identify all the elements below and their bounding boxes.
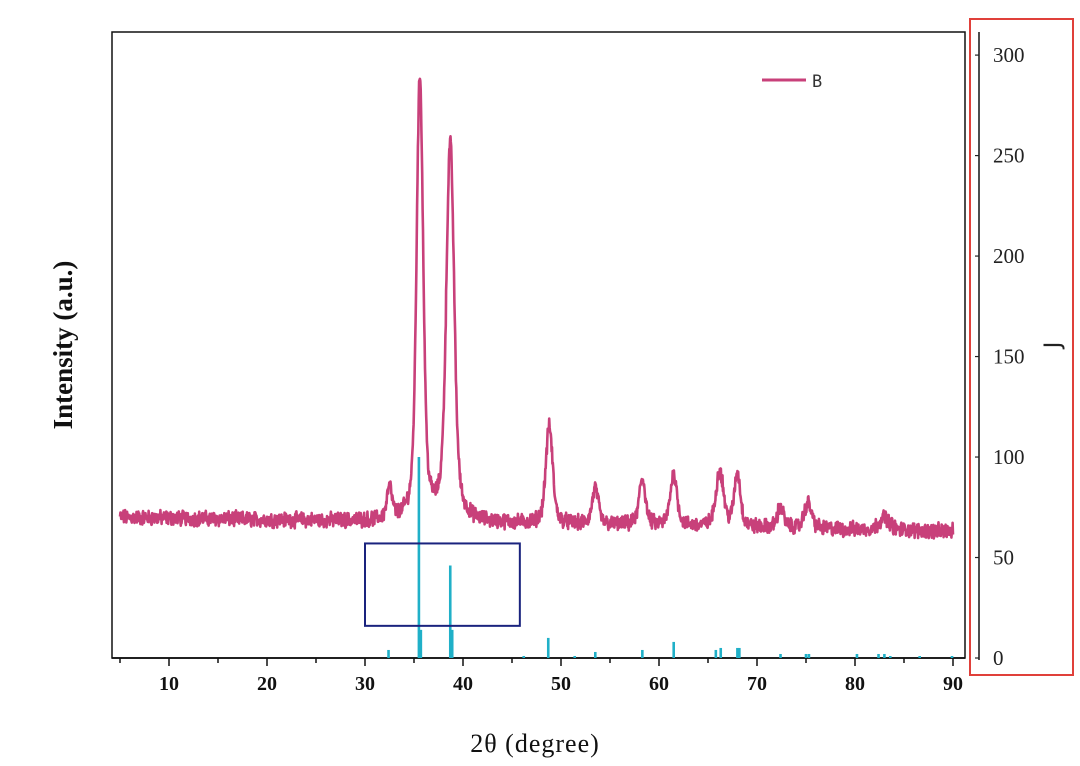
reference-sticks bbox=[387, 457, 954, 658]
plot-frame bbox=[111, 31, 966, 659]
right-tick-label-250: 250 bbox=[993, 144, 1025, 168]
right-tick-label-0: 0 bbox=[993, 646, 1004, 670]
annotation-box bbox=[364, 542, 521, 627]
legend: B bbox=[762, 72, 822, 92]
x-tick-label-20: 20 bbox=[257, 673, 277, 695]
x-tick-label-50: 50 bbox=[551, 673, 571, 695]
series-b-line bbox=[118, 77, 955, 540]
right-tick-label-100: 100 bbox=[993, 445, 1025, 469]
right-tick-label-150: 150 bbox=[993, 345, 1025, 369]
right-tick-label-200: 200 bbox=[993, 244, 1025, 268]
x-tick-label-30: 30 bbox=[355, 673, 375, 695]
x-axis-ticks: 10 20 30 40 50 60 70 80 90 bbox=[119, 658, 963, 695]
x-tick-label-70: 70 bbox=[747, 673, 767, 695]
right-tick-label-50: 50 bbox=[993, 546, 1014, 570]
x-tick-label-10: 10 bbox=[159, 673, 179, 695]
x-tick-label-80: 80 bbox=[845, 673, 865, 695]
y-axis-title: Intensity (a.u.) bbox=[48, 261, 78, 430]
x-axis-title: 2θ (degree) bbox=[470, 729, 600, 758]
legend-label-b: B bbox=[812, 72, 822, 92]
x-tick-label-60: 60 bbox=[649, 673, 669, 695]
right-axis-ticks: 0 50 100 150 200 250 300 bbox=[975, 43, 1025, 670]
right-tick-label-300: 300 bbox=[993, 43, 1025, 67]
x-tick-label-40: 40 bbox=[453, 673, 473, 695]
right-axis-highlight bbox=[969, 18, 1074, 676]
x-tick-label-90: 90 bbox=[943, 673, 963, 695]
right-axis-title: J bbox=[1041, 342, 1066, 351]
